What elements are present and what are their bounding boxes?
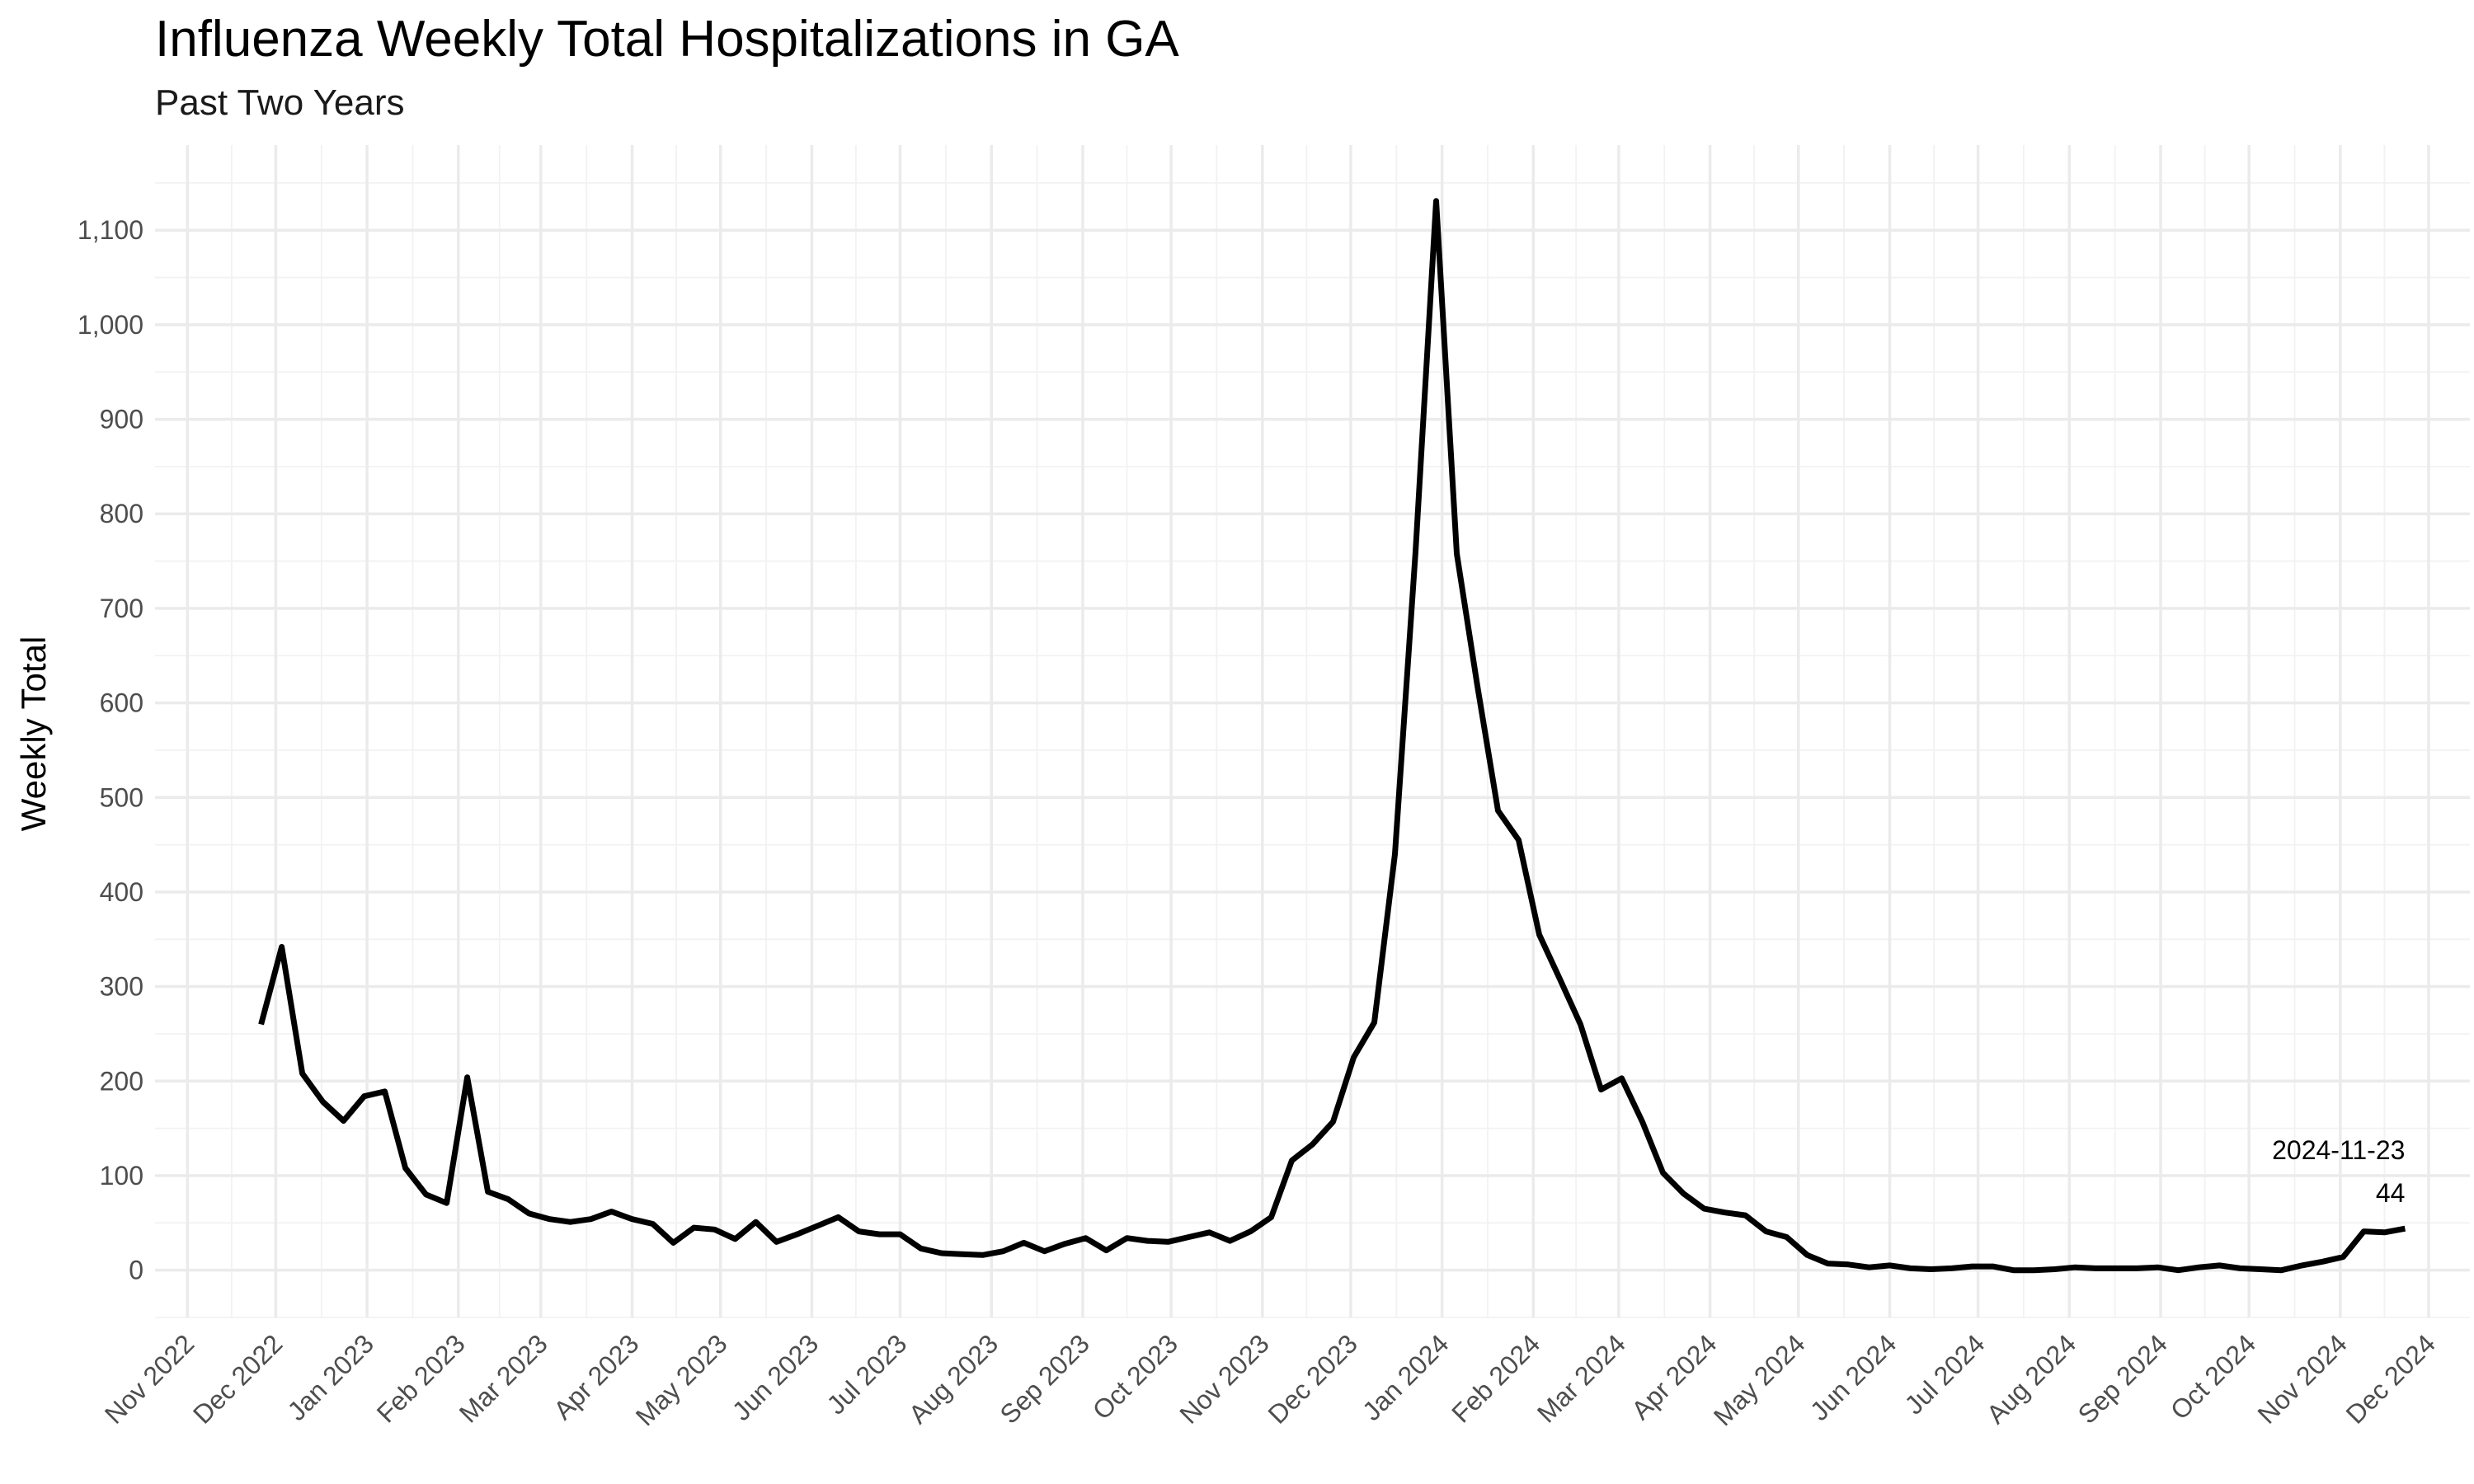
annotation-value-label: 44 [2376,1178,2406,1208]
y-tick-label: 300 [100,972,143,1002]
x-tick-label: Nov 2022 [99,1328,200,1429]
y-axis-title: Weekly Total [14,636,53,832]
x-tick-label: May 2023 [630,1328,733,1431]
annotation-layer: 2024-11-23 44 [2272,1135,2405,1208]
x-tick-label: Sep 2024 [2072,1328,2173,1429]
x-tick-label: Oct 2023 [1087,1328,1183,1425]
x-tick-label: Feb 2024 [1446,1328,1545,1428]
chart-title: Influenza Weekly Total Hospitalizations … [155,11,1179,68]
series-line [258,198,2406,1274]
x-tick-label: Mar 2024 [1531,1328,1631,1428]
x-tick-label: Dec 2024 [2340,1328,2441,1429]
x-tick-label: Jul 2023 [821,1328,912,1420]
y-tick-label: 500 [100,782,143,812]
y-axis-tick-labels: 0 100 200 300 400 500 600 700 800 900 1,000 1,100 [78,215,143,1284]
y-tick-label: 700 [100,594,143,623]
y-tick-label: 600 [100,688,143,718]
y-tick-label: 900 [100,405,143,434]
chart-subtitle: Past Two Years [155,82,405,123]
x-tick-label: Aug 2024 [1981,1328,2081,1429]
y-tick-label: 1,100 [78,215,143,245]
x-tick-label: Dec 2022 [187,1328,288,1429]
y-tick-label: 400 [100,877,143,907]
y-tick-label: 100 [100,1161,143,1190]
y-tick-label: 1,000 [78,310,143,340]
x-tick-label: Jun 2024 [1804,1328,1903,1426]
series-layer [258,198,2406,1274]
x-tick-label: Feb 2023 [371,1328,471,1428]
y-tick-label: 0 [129,1256,143,1285]
y-tick-label: 200 [100,1066,143,1096]
x-tick-label: May 2024 [1708,1328,1811,1431]
x-tick-label: Jul 2024 [1899,1328,1991,1420]
x-tick-label: Oct 2024 [2165,1328,2261,1425]
x-tick-label: Sep 2023 [995,1328,1095,1429]
x-tick-label: Nov 2023 [1174,1328,1274,1429]
x-tick-label: Jan 2023 [282,1328,380,1426]
x-tick-label: Jan 2024 [1357,1328,1455,1426]
y-tick-label: 800 [100,499,143,528]
x-tick-label: Mar 2023 [454,1328,553,1428]
x-tick-label: Jun 2023 [727,1328,825,1426]
x-tick-label: Dec 2023 [1263,1328,1363,1429]
annotation-date-label: 2024-11-23 [2272,1135,2405,1165]
x-tick-label: Aug 2023 [903,1328,1004,1429]
x-tick-label: Nov 2024 [2251,1328,2352,1429]
